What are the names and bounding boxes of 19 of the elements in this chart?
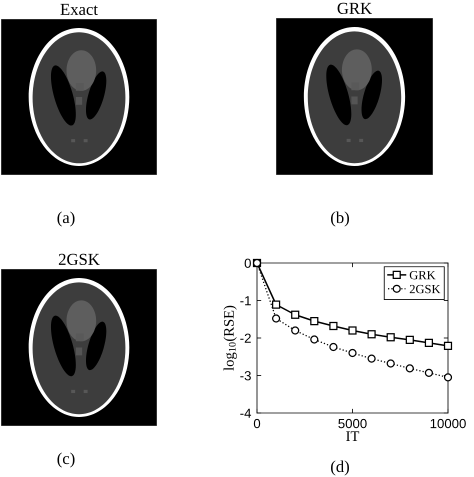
text: (b) bbox=[331, 211, 349, 227]
y-tick-label: -2 bbox=[240, 334, 251, 343]
text: 2GSK bbox=[58, 254, 100, 265]
x-tick-label: 5000 bbox=[338, 418, 367, 428]
y-tick-label: -4 bbox=[240, 408, 252, 418]
legend-label: GRK bbox=[410, 270, 436, 280]
x-tick-label: 0 bbox=[254, 418, 260, 428]
legend-label: 2GSK bbox=[410, 284, 440, 294]
text: Exact bbox=[60, 4, 98, 15]
y-tick-label: -3 bbox=[240, 371, 251, 380]
y-tick-label: 0 bbox=[244, 258, 251, 268]
text: (a) bbox=[57, 211, 75, 227]
text: (c) bbox=[57, 452, 75, 468]
x-tick-label: 10000 bbox=[430, 418, 466, 428]
y-axis-title: log$_{10}$(RSE) bbox=[224, 306, 237, 371]
text: GRK bbox=[338, 2, 372, 14]
y-tick-label: -1 bbox=[240, 296, 251, 306]
x-axis-title: IT bbox=[346, 431, 360, 441]
text: (d) bbox=[331, 460, 349, 476]
